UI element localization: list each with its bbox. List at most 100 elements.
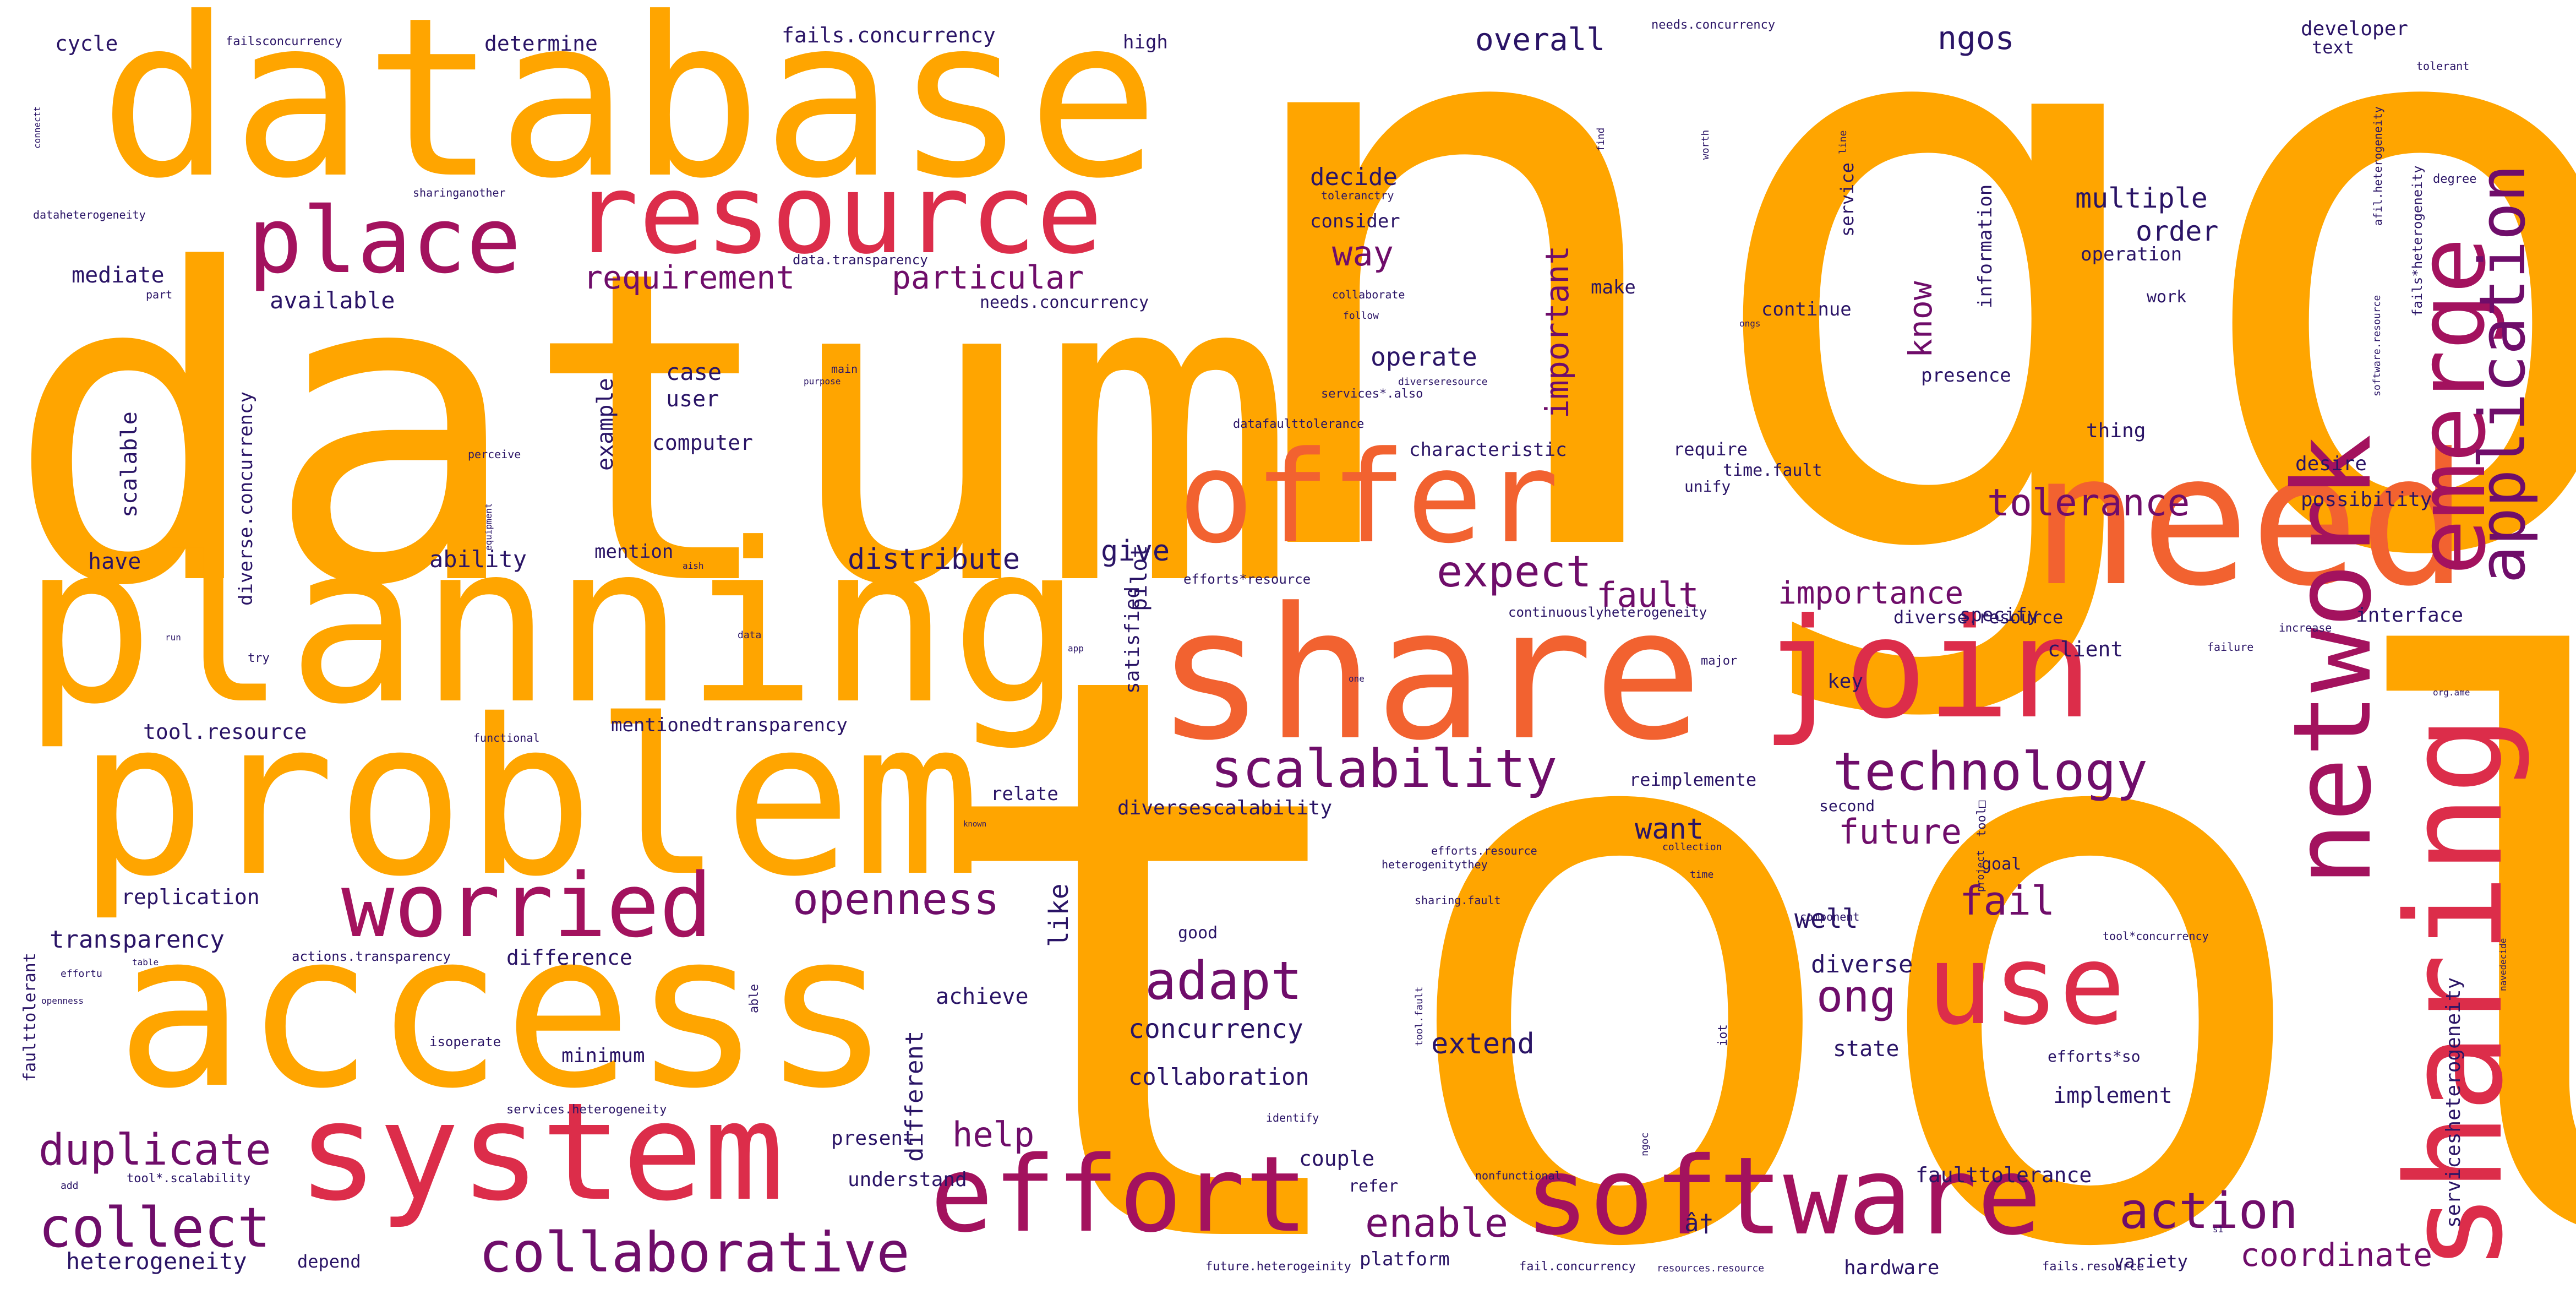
word-fail-concurrency: fail.concurrency	[1519, 1260, 1636, 1274]
word-information: information	[1974, 184, 1996, 308]
word-future-heterogeinity: future.heterogeinity	[1205, 1260, 1351, 1274]
word-perceive: perceive	[468, 448, 521, 461]
word-fault: fault	[1596, 575, 1699, 615]
word-service: service	[1837, 162, 1858, 237]
word-platform: platform	[1360, 1248, 1450, 1270]
word-goal: goal	[1982, 855, 2022, 874]
word-relate: relate	[991, 783, 1058, 805]
word-servicesheterogeneity: servicesheterogeneity	[2442, 977, 2465, 1228]
word-fail: fail	[1960, 878, 2055, 924]
word-purpose: purpose	[804, 376, 841, 387]
word-operate: operate	[1371, 342, 1477, 372]
word-fails-heterogeneity: fails*heterogeneity	[2410, 165, 2425, 317]
word-ngos: ngos	[1938, 19, 2015, 57]
word-s1: s1	[2213, 1224, 2224, 1235]
word-tolerance: tolerance	[1987, 481, 2190, 525]
word-scalability: scalability	[1211, 739, 1558, 800]
word-problem: problem	[77, 673, 982, 923]
word-present: present	[831, 1127, 915, 1150]
word-ong: ong	[1816, 971, 1896, 1022]
word-hardware: hardware	[1844, 1257, 1940, 1279]
word-mediate: mediate	[72, 263, 165, 288]
word-implement: implement	[2053, 1083, 2173, 1108]
word-tool-scalability: tool*.scalability	[127, 1172, 251, 1186]
word-second: second	[1819, 797, 1875, 815]
word-like: like	[1044, 883, 1074, 947]
word-one: one	[1349, 673, 1365, 684]
word-variety: variety	[2114, 1251, 2188, 1272]
word-work: work	[2147, 287, 2187, 307]
word-app: app	[1068, 643, 1084, 654]
word-developer: developer	[2301, 18, 2409, 40]
word-glyph: â†	[1684, 1209, 1713, 1237]
word-increase: increase	[2279, 621, 2332, 634]
word-place: place	[248, 188, 521, 293]
word-refer: refer	[1349, 1177, 1399, 1196]
word-cycle: cycle	[55, 31, 118, 56]
word-diverse-concurrency: diverse.concurrency	[235, 392, 257, 606]
word-requirement: requirement	[583, 259, 795, 296]
word-known: known	[963, 820, 987, 829]
word-continuouslyheterogeneity: continuouslyheterogeneity	[1508, 605, 1707, 620]
word-software-resource: software.resource	[2371, 295, 2383, 396]
word-system: system	[297, 1074, 785, 1231]
word-continue: continue	[1761, 298, 1852, 320]
word-future: future	[1838, 812, 1962, 852]
word-make: make	[1591, 276, 1636, 298]
word-time-fault: time.fault	[1723, 461, 1822, 480]
word-functional: functional	[473, 731, 540, 744]
word-time: time	[1690, 869, 1714, 880]
word-adapt: adapt	[1145, 951, 1302, 1012]
word-have: have	[88, 549, 141, 574]
word-collaborative: collaborative	[479, 1220, 910, 1285]
word-tool-resource: tool.resource	[143, 720, 307, 744]
word-follow: follow	[1343, 310, 1379, 322]
word-heterogeneity: heterogeneity	[66, 1248, 247, 1275]
word-services-also: services*.also	[1321, 387, 1423, 401]
word-overall: overall	[1475, 22, 1606, 58]
word-consider: consider	[1310, 210, 1400, 232]
word-expect: expect	[1437, 547, 1592, 597]
word-run: run	[165, 632, 181, 643]
word-ngo: ngo	[1211, 0, 2576, 732]
word-major: major	[1701, 654, 1738, 668]
word-services-heterogeneity: services.heterogeneity	[506, 1103, 667, 1117]
word-toleranctry: toleranctry	[1321, 189, 1394, 202]
word-action: action	[2119, 1182, 2299, 1240]
word-data: data	[738, 629, 762, 641]
word-mentionedtransparency: mentionedtransparency	[611, 714, 848, 736]
word-ngoc: ngoc	[1639, 1132, 1651, 1156]
word-main: main	[831, 362, 858, 376]
word-achieve: achieve	[936, 984, 1029, 1009]
word-transparency: transparency	[50, 926, 225, 954]
word-text: text	[2312, 37, 2355, 58]
word-computer: computer	[652, 431, 754, 455]
word-important: important	[1538, 245, 1576, 418]
word-user: user	[666, 387, 719, 412]
word-join: join	[1761, 589, 2093, 749]
word-satisfied: satisfied	[1121, 586, 1144, 694]
word-thing: thing	[2086, 420, 2146, 442]
word-presence: presence	[1921, 365, 2011, 387]
word-diverseresource: diverseresource	[1398, 376, 1488, 388]
word-datafaulttolerance: datafaulttolerance	[1233, 417, 1365, 431]
word-equipment: equipment	[483, 503, 494, 551]
word-characteristic: characteristic	[1409, 439, 1567, 461]
word-openness: openness	[793, 875, 1000, 925]
word-able: able	[747, 984, 761, 1013]
word-coordinate: coordinate	[2240, 1236, 2433, 1274]
word-decide: decide	[1310, 163, 1398, 191]
word-mention: mention	[594, 541, 674, 563]
word-navedecide: navedecide	[2498, 938, 2508, 991]
word-aish: aish	[683, 561, 704, 571]
word-share: share	[1156, 569, 1703, 780]
word-tool: tool	[914, 508, 2576, 1305]
word-determine: determine	[484, 31, 598, 56]
word-replication: replication	[121, 885, 260, 909]
word-needs-concurrency-top: needs.concurrency	[1651, 18, 1776, 32]
word-way: way	[1332, 233, 1394, 274]
word-give: give	[1101, 535, 1170, 568]
word-find: find	[1595, 127, 1607, 151]
word-good: good	[1178, 923, 1218, 943]
